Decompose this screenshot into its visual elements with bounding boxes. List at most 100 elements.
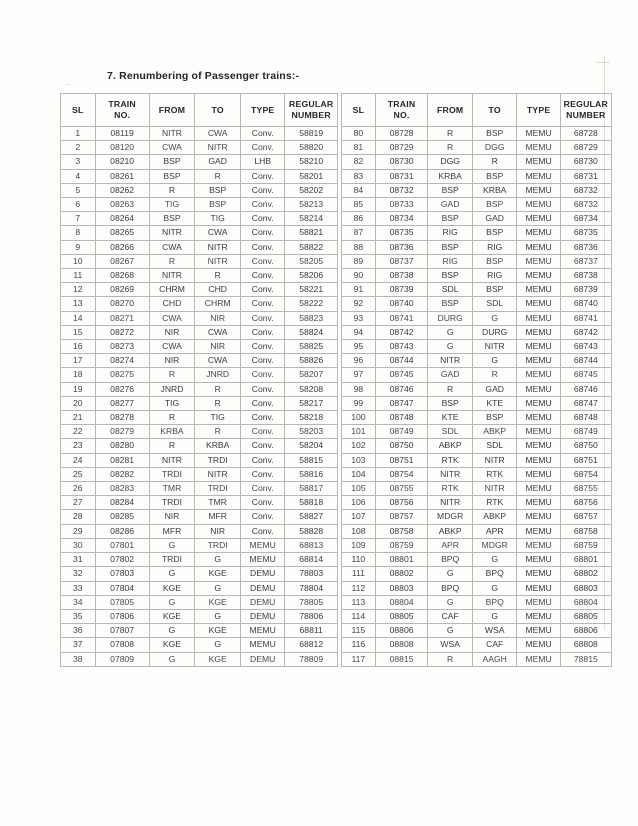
cell-to: KGE (194, 566, 242, 582)
cell-to: AAGH (471, 651, 518, 667)
cell-type: MEMU (516, 381, 561, 397)
table-row: 7 08264 BSP TIG Conv. 58214 (60, 211, 338, 227)
cell-type: Conv. (240, 282, 286, 298)
table-row: 4 08261 BSP R Conv. 58201 (60, 168, 338, 184)
cell-to: BSP (194, 182, 242, 199)
column-header-train-no-line2: NO. (393, 110, 410, 120)
cell-train-no: 08210 (94, 154, 150, 170)
cell-train-no: 08754 (374, 466, 429, 483)
cell-type: MEMU (516, 608, 561, 625)
cell-regular-number: 68740 (559, 296, 613, 312)
cell-train-no: 08747 (374, 395, 429, 412)
cell-from: APR (427, 537, 473, 554)
table-row: 33 07804 KGE G DEMU 78804 (60, 580, 338, 596)
cell-regular-number: 58828 (284, 523, 338, 539)
cell-sl: 11 (60, 268, 96, 284)
cell-regular-number: 78806 (284, 608, 338, 625)
table-row: 14 08271 CWA NIR Conv. 58823 (60, 310, 338, 326)
cell-train-no: 08759 (374, 537, 429, 554)
cell-type: MEMU (516, 594, 561, 610)
cell-sl: 103 (341, 452, 376, 468)
cell-to: KGE (194, 651, 242, 667)
cell-regular-number: 68748 (559, 410, 613, 426)
cell-from: BSP (427, 268, 473, 284)
cell-sl: 116 (341, 637, 376, 653)
cell-regular-number: 58214 (284, 211, 338, 227)
cell-train-no: 08803 (374, 580, 429, 596)
table-row: 25 08282 TRDI NITR Conv. 58816 (60, 466, 338, 483)
cell-to: RIG (471, 268, 518, 284)
cell-train-no: 08737 (374, 253, 429, 270)
cell-sl: 93 (341, 310, 376, 326)
cell-from: G (148, 623, 196, 639)
table-row: 21 08278 R TIG Conv. 58218 (60, 410, 338, 426)
table-row: 100 08748 KTE BSP MEMU 68748 (341, 410, 613, 426)
cell-from: KGE (148, 608, 196, 625)
cell-from: BSP (427, 296, 473, 312)
cell-train-no: 07804 (94, 580, 150, 596)
table-row: 27 08284 TRDI TMR Conv. 58818 (60, 495, 338, 511)
cell-type: Conv. (240, 466, 286, 483)
cell-train-no: 08751 (374, 452, 429, 468)
cell-to: BPQ (471, 594, 518, 610)
cell-from: G (148, 651, 196, 667)
cell-regular-number: 58816 (284, 466, 338, 483)
cell-from: TIG (148, 395, 196, 412)
cell-type: Conv. (240, 268, 286, 284)
cell-sl: 28 (60, 509, 96, 525)
table-row: 3 08210 BSP GAD LHB 58210 (60, 154, 338, 170)
cell-sl: 107 (341, 509, 376, 525)
table-row: 94 08742 G DURG MEMU 68742 (341, 324, 613, 341)
cell-sl: 26 (60, 481, 96, 497)
column-header-regular-number: REGULAR NUMBER (284, 93, 338, 127)
table-row: 26 08283 TMR TRDI Conv. 58817 (60, 481, 338, 497)
cell-to: RTK (471, 495, 518, 511)
cell-sl: 86 (341, 211, 376, 227)
cell-from: BSP (427, 182, 473, 199)
cell-train-no: 08748 (374, 410, 429, 426)
cell-sl: 110 (341, 552, 376, 568)
table-row: 91 08739 SDL BSP MEMU 68739 (341, 282, 613, 298)
cell-from: BPQ (427, 552, 473, 568)
column-header-from: FROM (148, 93, 196, 127)
cell-sl: 27 (60, 495, 96, 511)
cell-sl: 32 (60, 566, 96, 582)
scan-artifact-left-mark (66, 84, 69, 85)
cell-sl: 34 (60, 594, 96, 610)
cell-regular-number: 68737 (559, 253, 613, 270)
cell-to: GAD (471, 211, 518, 227)
cell-train-no: 08280 (94, 438, 150, 454)
table-row: 110 08801 BPQ G MEMU 68801 (341, 552, 613, 568)
cell-sl: 2 (60, 140, 96, 156)
cell-to: TIG (194, 211, 242, 227)
cell-regular-number: 58823 (284, 310, 338, 326)
cell-to: NITR (471, 339, 518, 355)
cell-type: MEMU (516, 168, 561, 184)
cell-to: G (471, 580, 518, 596)
table-row: 104 08754 NITR RTK MEMU 68754 (341, 466, 613, 483)
cell-regular-number: 58205 (284, 253, 338, 270)
cell-to: CAF (471, 637, 518, 653)
cell-from: CHD (148, 296, 196, 312)
table-row: 102 08750 ABKP SDL MEMU 68750 (341, 438, 613, 454)
table-row: 2 08120 CWA NITR Conv. 58820 (60, 140, 338, 156)
cell-type: Conv. (240, 296, 286, 312)
cell-sl: 117 (341, 651, 376, 667)
cell-from: KGE (148, 580, 196, 596)
cell-type: MEMU (516, 239, 561, 255)
table-row: 89 08737 RIG BSP MEMU 68737 (341, 253, 613, 270)
cell-regular-number: 68730 (559, 154, 613, 170)
column-header-regular-line2: NUMBER (291, 110, 331, 120)
table-row: 18 08275 R JNRD Conv. 58207 (60, 367, 338, 383)
cell-train-no: 08755 (374, 481, 429, 497)
cell-sl: 23 (60, 438, 96, 454)
cell-sl: 24 (60, 452, 96, 468)
cell-sl: 9 (60, 239, 96, 255)
cell-to: MFR (194, 509, 242, 525)
cell-from: NIR (148, 509, 196, 525)
cell-to: TMR (194, 495, 242, 511)
column-header-train-no: TRAIN NO. (94, 93, 150, 127)
cell-type: Conv. (240, 523, 286, 539)
cell-sl: 7 (60, 211, 96, 227)
cell-from: NITR (148, 125, 196, 142)
